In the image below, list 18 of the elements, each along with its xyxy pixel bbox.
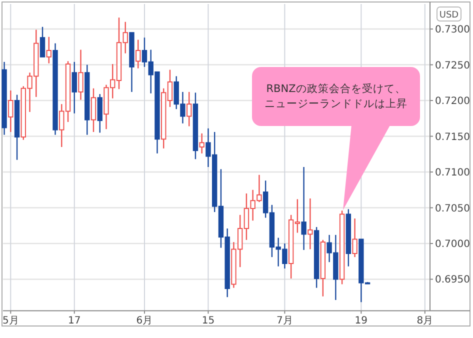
x-tick-label: 15 xyxy=(202,316,215,327)
y-tick-label: 0.7200 xyxy=(435,96,470,108)
y-tick-label: 0.7250 xyxy=(435,60,470,72)
annotation: RBNZの政策会合を受けて、ニュージーランドドルは上昇 xyxy=(264,82,408,112)
y-tick-label: 0.6950 xyxy=(435,274,470,286)
y-tick-label: 0.7100 xyxy=(435,168,470,179)
y-axis-title: USD xyxy=(439,10,459,20)
y-tick-label: 0.7300 xyxy=(435,24,470,36)
ylabel: USD xyxy=(436,6,462,22)
y-tick-label: 0.7050 xyxy=(435,203,470,214)
x-tick-label: 6月 xyxy=(136,316,153,327)
y-tick-label: 0.7000 xyxy=(435,239,470,250)
x-tick-label: 17 xyxy=(68,316,81,327)
x-tick-label: 8月 xyxy=(416,316,434,327)
x-tick-label: 7月 xyxy=(276,316,293,327)
x-tick-label: 19 xyxy=(354,316,368,327)
x-tick-label: 5月 xyxy=(2,316,19,327)
y-tick-label: 0.7150 xyxy=(435,132,470,143)
